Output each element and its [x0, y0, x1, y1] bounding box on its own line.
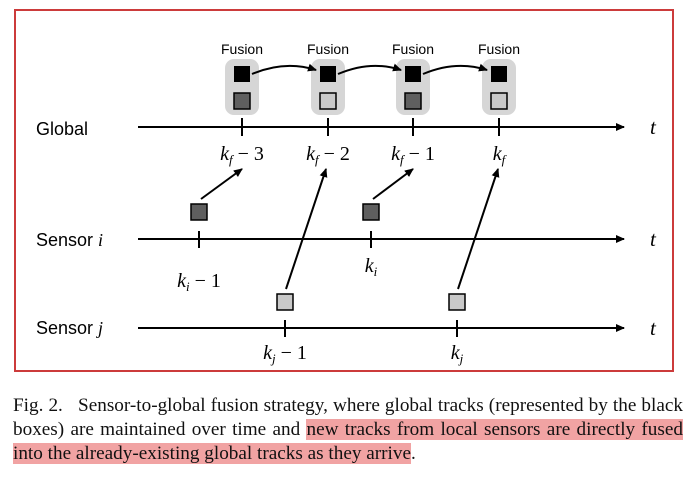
row-label-sensor-j: Sensor j	[36, 318, 103, 338]
figure-caption: Fig. 2. Sensor-to-global fusion strategy…	[13, 394, 683, 466]
fusion-arrows	[200, 168, 500, 290]
tick-label-kf-3: kf − 3	[220, 143, 264, 167]
fusion-label-1: Fusion	[221, 41, 263, 57]
tick-label-kj-1: kj − 1	[263, 342, 307, 366]
sensor-i-axis-t-label: t	[650, 227, 657, 251]
figure-frame: Fusion Fusion Fusion Fusion	[14, 9, 674, 372]
fusion-group-1	[225, 59, 259, 115]
sensor-i-track-box	[233, 92, 251, 110]
tick-label-ki-1: ki − 1	[177, 270, 221, 294]
sensor-j-box-kj-1	[276, 293, 294, 311]
sensor-j-track-box	[490, 92, 508, 110]
caption-end: .	[411, 443, 416, 464]
caption-fig-label: Fig. 2.	[13, 395, 63, 416]
global-axis-t-label: t	[650, 115, 657, 139]
sensor-i-box-ki-1	[190, 203, 208, 221]
fusion-group-2	[311, 59, 345, 115]
tick-marks	[198, 118, 500, 337]
tick-label-kf: kf	[493, 143, 508, 167]
sensor-j-axis-t-label: t	[650, 316, 657, 340]
fusion-label-3: Fusion	[392, 41, 434, 57]
global-track-box	[234, 66, 250, 82]
sensor-j-box-kj	[448, 293, 466, 311]
tick-label-kf-2: kf − 2	[306, 143, 350, 167]
fusion-group-3	[396, 59, 430, 115]
row-label-sensor-i: Sensor i	[36, 230, 103, 250]
tick-label-kj: kj	[451, 342, 464, 366]
sensor-i-box-ki	[362, 203, 380, 221]
fusion-group-4	[482, 59, 516, 115]
fusion-label-4: Fusion	[478, 41, 520, 57]
fusion-diagram: Fusion Fusion Fusion Fusion	[36, 41, 657, 366]
global-propagation-arrows	[251, 63, 488, 75]
caption-text: Sensor-to-global fusion strategy, where …	[13, 395, 683, 440]
sensor-i-track-box	[404, 92, 422, 110]
sensor-j-track-box	[319, 92, 337, 110]
tick-label-ki: ki	[365, 255, 378, 279]
time-axes	[138, 123, 625, 332]
fusion-label-2: Fusion	[307, 41, 349, 57]
global-track-box	[491, 66, 507, 82]
tick-label-kf-1: kf − 1	[391, 143, 435, 167]
global-track-box	[320, 66, 336, 82]
row-label-global: Global	[36, 119, 88, 139]
global-track-box	[405, 66, 421, 82]
